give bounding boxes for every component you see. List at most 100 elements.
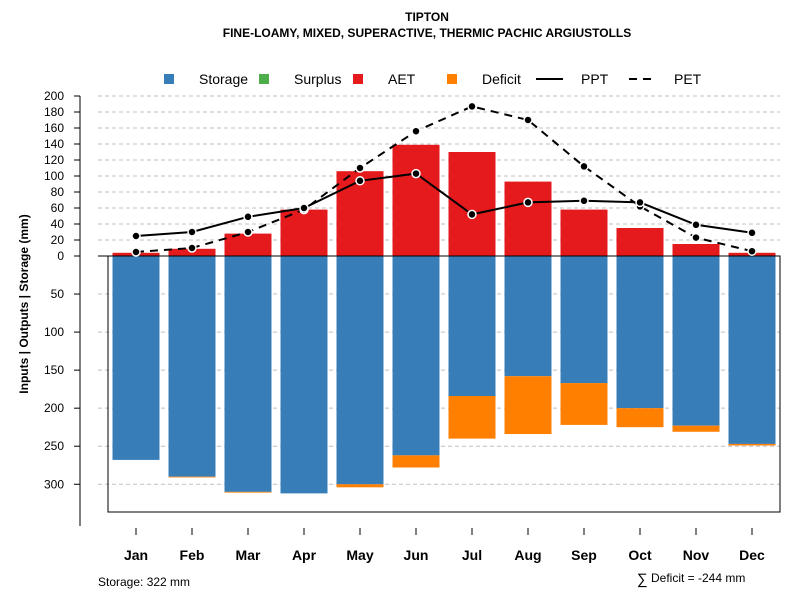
x-tick-label: Feb bbox=[180, 547, 205, 563]
bar-storage bbox=[616, 256, 664, 409]
y-tick-label: 20 bbox=[51, 233, 65, 247]
y-tick-label: 150 bbox=[44, 363, 64, 377]
y-axis-label: Inputs | Outputs | Storage (mm) bbox=[17, 214, 31, 393]
ppt-point bbox=[691, 220, 701, 230]
y-tick-label: 50 bbox=[51, 287, 65, 301]
bar-deficit bbox=[728, 443, 776, 446]
bar-aet bbox=[616, 228, 664, 256]
bar-storage bbox=[392, 256, 440, 456]
deficit-total: Deficit = -244 mm bbox=[651, 571, 745, 585]
pet-point bbox=[467, 101, 477, 112]
legend-label: PET bbox=[674, 71, 702, 87]
pet-point bbox=[355, 163, 365, 173]
x-tick-label: May bbox=[346, 547, 373, 563]
bar-deficit bbox=[336, 484, 384, 488]
y-tick-label: 40 bbox=[51, 217, 65, 231]
bar-deficit bbox=[616, 408, 664, 428]
y-tick-label: 180 bbox=[44, 105, 64, 119]
y-tick-label: 80 bbox=[51, 185, 65, 199]
y-tick-label: 100 bbox=[44, 325, 64, 339]
bar-deficit bbox=[448, 396, 496, 439]
pet-point bbox=[243, 227, 253, 237]
ppt-point bbox=[523, 197, 533, 208]
legend-swatch bbox=[447, 74, 457, 84]
x-tick-label: Apr bbox=[292, 547, 317, 563]
y-tick-label: 0 bbox=[57, 249, 64, 263]
pet-point bbox=[523, 115, 533, 125]
ppt-point bbox=[635, 197, 645, 208]
ppt-point bbox=[131, 231, 141, 241]
y-axis: 0 20 40 60 80 100 120 140 160 180 200 50 100 150 200 25… bbox=[44, 89, 81, 526]
legend-swatch bbox=[164, 74, 174, 84]
bar-storage bbox=[504, 256, 552, 377]
pet-point bbox=[131, 247, 141, 257]
pet-point bbox=[691, 232, 701, 243]
bars bbox=[112, 144, 776, 494]
chart-title: TIPTON bbox=[405, 10, 449, 24]
ppt-point bbox=[467, 209, 477, 220]
bar-storage bbox=[560, 256, 608, 384]
bar-aet bbox=[280, 209, 328, 256]
x-axis: Jan Feb Mar Apr May Jun Jul Aug Sep Oct Nov Dec bbox=[124, 528, 765, 563]
series-lines bbox=[131, 101, 757, 257]
y-tick-label: 140 bbox=[44, 137, 64, 151]
y-tick-label: 300 bbox=[44, 477, 64, 491]
x-tick-label: Aug bbox=[514, 547, 541, 563]
y-tick-label: 120 bbox=[44, 153, 64, 167]
pet-line bbox=[135, 105, 753, 253]
bar-storage bbox=[448, 256, 496, 396]
y-tick-label: 60 bbox=[51, 201, 65, 215]
ppt-point bbox=[355, 176, 365, 186]
legend-label: AET bbox=[388, 71, 416, 87]
ppt-point bbox=[579, 196, 589, 206]
ppt-point bbox=[411, 168, 421, 179]
bar-deficit bbox=[392, 455, 440, 468]
bar-storage bbox=[112, 256, 160, 460]
legend: Storage Surplus AET Deficit PPT PET bbox=[164, 71, 702, 87]
bar-aet bbox=[560, 209, 608, 256]
y-tick-label: 100 bbox=[44, 169, 64, 183]
x-tick-label: Mar bbox=[236, 547, 261, 563]
legend-label: Storage bbox=[199, 71, 248, 87]
bar-deficit bbox=[168, 476, 216, 478]
y-tick-label: 250 bbox=[44, 439, 64, 453]
pet-point bbox=[747, 246, 757, 256]
x-tick-label: Jan bbox=[124, 547, 148, 563]
sum-symbol: ∑ bbox=[637, 571, 648, 588]
x-tick-label: Jul bbox=[462, 547, 482, 563]
pet-point bbox=[579, 161, 589, 172]
ppt-point bbox=[187, 227, 197, 237]
bar-storage bbox=[224, 256, 272, 492]
y-tick-label: 200 bbox=[44, 401, 64, 415]
x-tick-label: Sep bbox=[571, 547, 597, 563]
chart-subtitle: FINE-LOAMY, MIXED, SUPERACTIVE, THERMIC … bbox=[223, 26, 631, 40]
x-tick-label: Nov bbox=[683, 547, 710, 563]
bar-aet bbox=[504, 181, 552, 256]
ppt-line bbox=[135, 172, 753, 237]
x-tick-label: Dec bbox=[739, 547, 765, 563]
bar-aet bbox=[448, 152, 496, 256]
legend-label: Surplus bbox=[294, 71, 341, 87]
bar-deficit bbox=[224, 491, 272, 493]
pet-point bbox=[187, 243, 197, 253]
storage-total: Storage: 322 mm bbox=[98, 575, 190, 589]
ppt-point bbox=[243, 212, 253, 222]
legend-label: PPT bbox=[581, 71, 609, 87]
ppt-point bbox=[747, 228, 757, 238]
legend-label: Deficit bbox=[482, 71, 521, 87]
bar-deficit bbox=[504, 376, 552, 435]
y-tick-label: 200 bbox=[44, 89, 64, 103]
pet-point bbox=[411, 126, 421, 136]
x-tick-label: Oct bbox=[628, 547, 652, 563]
bar-storage bbox=[168, 256, 216, 477]
x-tick-label: Jun bbox=[404, 547, 429, 563]
legend-swatch bbox=[259, 74, 269, 84]
legend-swatch bbox=[353, 74, 363, 84]
bar-aet bbox=[672, 244, 720, 256]
bar-storage bbox=[336, 256, 384, 485]
bar-storage bbox=[728, 256, 776, 444]
bar-deficit bbox=[672, 425, 720, 432]
bar-aet bbox=[392, 144, 440, 256]
bar-aet bbox=[224, 233, 272, 256]
